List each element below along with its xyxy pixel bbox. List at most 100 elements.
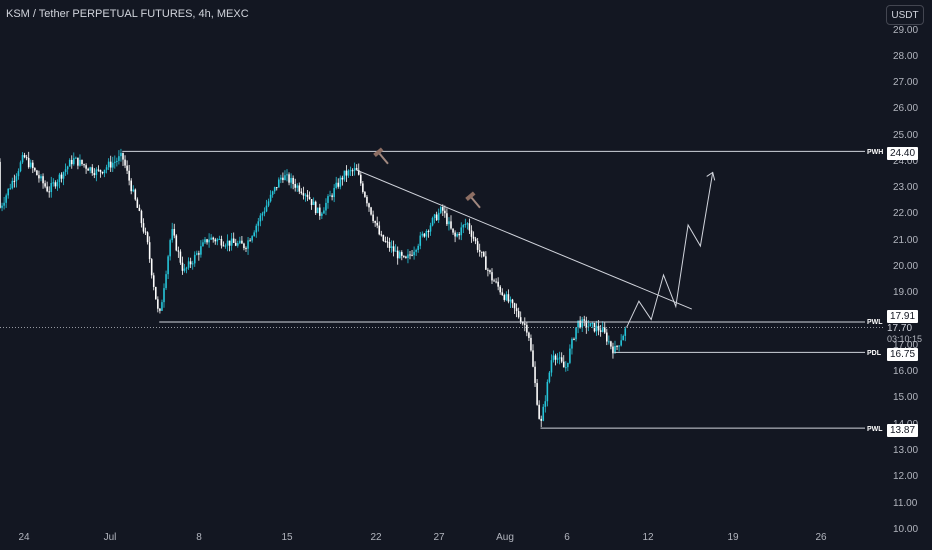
candle-body [214,239,217,242]
candle-body [456,233,458,237]
candle-body [333,187,335,198]
candle-body [300,191,303,194]
candle-body [483,252,485,257]
candle-body [68,159,71,167]
price-chart[interactable] [0,0,885,550]
candle-body [454,232,456,237]
candle-body [546,381,549,402]
price-tick-label: 16.00 [893,366,919,378]
time-tick-label: 24 [18,532,30,543]
candle-body [610,341,612,347]
candle-body [528,332,530,338]
candle-body [382,235,385,241]
candle-body [155,286,157,300]
candle-body [390,246,393,249]
candle-body [284,175,286,181]
candle-body [259,215,262,222]
candle-body [345,170,348,176]
candle-body [362,183,364,193]
candle-body [17,171,20,177]
candle-body [241,240,243,244]
candle-body [343,170,346,180]
candle-body [134,189,137,200]
candle-body [524,323,526,325]
candle-body [517,311,520,318]
candle-body [519,317,522,323]
candle-body [75,157,77,159]
candle-body [507,294,510,302]
price-axis[interactable] [885,0,932,550]
price-tick-label: 15.00 [893,392,919,404]
candle-body [261,213,264,216]
level-label-pdl: PDL [865,350,883,357]
currency-button[interactable]: USDT [886,5,924,25]
candle-body [562,361,565,368]
price-tick-label: 22.00 [893,208,919,220]
candle-body [585,320,588,328]
candle-body [603,327,606,333]
candle-body [87,168,89,171]
candle-body [515,308,518,312]
candle-body [458,233,460,236]
candle-body [95,169,98,176]
candle-body [480,251,483,253]
candle-body [62,172,65,179]
candle-body [472,236,475,239]
candle-body [581,319,583,328]
candle-body [9,188,12,190]
hammer-icon [373,147,389,165]
candle-body [60,174,63,179]
candle-body [34,168,36,171]
price-tick-label: 28.00 [893,50,919,62]
hammer-icon [465,191,481,209]
candle-body [15,176,18,182]
candle-body [538,404,540,419]
candle-body [269,194,272,202]
candle-body [290,177,292,183]
candle-body [579,320,581,328]
candle-body [450,221,452,229]
candle-body [542,406,545,421]
candle-body [230,238,233,246]
candle-body [466,223,469,225]
candle-body [189,261,192,265]
descending-trendline [355,169,692,310]
candle-body [48,191,50,193]
candle-body [501,292,504,295]
candle-body [79,159,81,166]
candle-body [204,239,206,243]
candle-body [169,240,171,257]
candle-body [193,254,196,264]
candle-body [1,205,3,208]
candle-body [296,185,299,188]
candle-body [177,250,180,252]
candle-body [347,170,350,176]
candle-body [372,214,374,222]
candle-body [575,327,577,340]
candle-body [228,240,231,246]
candle-body [534,366,536,384]
candle-body [370,207,372,215]
candle-body [70,159,73,165]
candle-body [196,253,198,255]
candle-body [349,170,352,172]
candle-body [253,232,255,237]
candle-body [85,165,87,169]
candle-body [591,323,594,325]
candle-body [569,348,571,363]
candle-body [13,180,16,182]
candle-body [245,248,247,250]
candle-body [99,169,102,172]
candle-body [495,281,497,283]
candle-body [224,245,227,247]
candle-body [353,168,356,171]
candle-body [275,187,278,189]
level-label-pwl-upper: PWL [865,319,885,326]
candle-body [11,180,14,189]
current-price-label: 17.70 [887,323,913,334]
candle-body [298,185,301,192]
candle-body [179,251,182,263]
candle-body [3,202,5,206]
time-tick-label: 12 [642,532,654,543]
candle-body [544,401,547,407]
